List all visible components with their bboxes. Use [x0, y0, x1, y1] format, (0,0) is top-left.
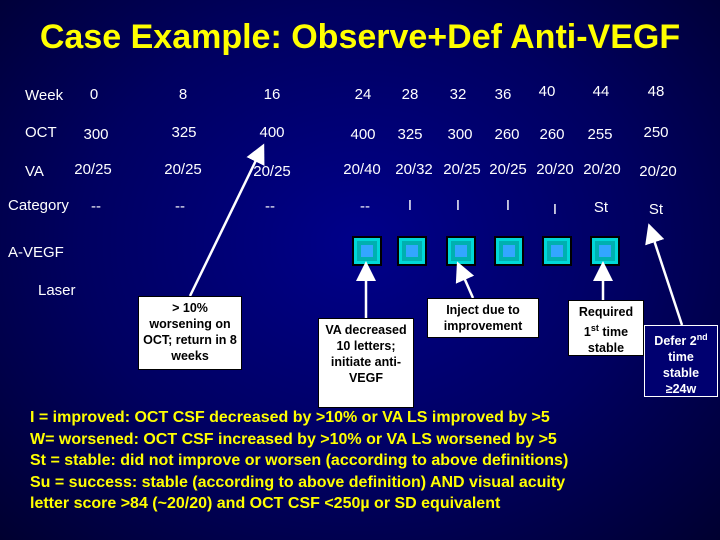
oct-cell: 300	[447, 126, 473, 143]
week-cell: 40	[538, 83, 556, 100]
va-cell: 20/25	[164, 161, 202, 178]
category-cell: I	[552, 201, 558, 218]
oct-row-label: OCT	[25, 124, 57, 141]
oct-cell: 250	[643, 124, 669, 141]
defer-callout: Defer 2nd time stable ≥24w	[644, 325, 718, 397]
defer-arrow	[645, 223, 684, 326]
definitions-legend: I = improved: OCT CSF decreased by >10% …	[30, 407, 568, 515]
va-cell: 20/20	[583, 161, 621, 178]
oct-cell: 325	[171, 124, 197, 141]
va-cell: 20/20	[639, 163, 677, 180]
week-cell: 48	[647, 83, 665, 100]
legend-improved: I = improved: OCT CSF decreased by >10% …	[30, 409, 550, 426]
category-cell: St	[593, 199, 609, 216]
laser-row-label: Laser	[38, 282, 76, 299]
week-cell: 32	[449, 86, 467, 103]
oct-cell: 325	[397, 126, 423, 143]
week-cell: 0	[89, 86, 99, 103]
category-cell: --	[91, 198, 101, 215]
slide-title: Case Example: Observe+Def Anti-VEGF	[39, 18, 681, 56]
category-cell: --	[175, 198, 185, 215]
va-cell: 20/25	[253, 163, 291, 180]
week-cell: 24	[354, 86, 372, 103]
va-cell: 20/25	[74, 161, 112, 178]
week-cell: 8	[178, 86, 188, 103]
avegf-marker	[494, 236, 524, 266]
avegf-marker	[397, 236, 427, 266]
week-cell: 36	[494, 86, 512, 103]
category-cell: I	[505, 197, 511, 214]
oct-cell: 400	[350, 126, 376, 143]
va-cell: 20/25	[443, 161, 481, 178]
oct-cell: 400	[259, 124, 285, 141]
week-cell: 28	[401, 86, 419, 103]
va-cell: 20/32	[395, 161, 433, 178]
worsening-callout: > 10% worsening on OCT; return in 8 week…	[138, 296, 242, 370]
avegf-marker	[542, 236, 572, 266]
oct-cell: 260	[494, 126, 520, 143]
legend-success-cont: letter score >84 (~20/20) and OCT CSF <2…	[30, 495, 501, 512]
inject-callout: Inject due to improvement	[427, 298, 539, 338]
category-cell: --	[360, 198, 370, 215]
category-cell: St	[648, 201, 664, 218]
avegf-row-label: A-VEGF	[8, 244, 64, 261]
week-row-label: Week	[25, 87, 64, 104]
legend-stable: St = stable: did not improve or worsen (…	[30, 452, 569, 469]
va-cell: 20/25	[489, 161, 527, 178]
va-cell: 20/40	[343, 161, 381, 178]
oct-cell: 255	[587, 126, 613, 143]
avegf-marker	[446, 236, 476, 266]
week-cell: 44	[592, 83, 610, 100]
legend-success: Su = success: stable (according to above…	[30, 473, 566, 491]
oct-cell: 260	[539, 126, 565, 143]
va-cell: 20/20	[536, 161, 574, 178]
inject-arrow	[455, 261, 475, 299]
category-cell: --	[265, 198, 275, 215]
required-callout: Required 1st time stable	[568, 300, 644, 356]
oct-cell: 300	[83, 126, 109, 143]
legend-worsened: W= worsened: OCT CSF increased by >10% o…	[30, 430, 557, 448]
category-cell: I	[455, 197, 461, 214]
category-row-label: Category	[8, 197, 69, 214]
week-cell: 16	[263, 86, 281, 103]
va-decreased-callout: VA decreased 10 letters; initiate anti-V…	[318, 318, 414, 408]
va-row-label: VA	[25, 163, 44, 180]
category-cell: I	[407, 197, 413, 214]
worsening-arrow	[188, 143, 265, 297]
